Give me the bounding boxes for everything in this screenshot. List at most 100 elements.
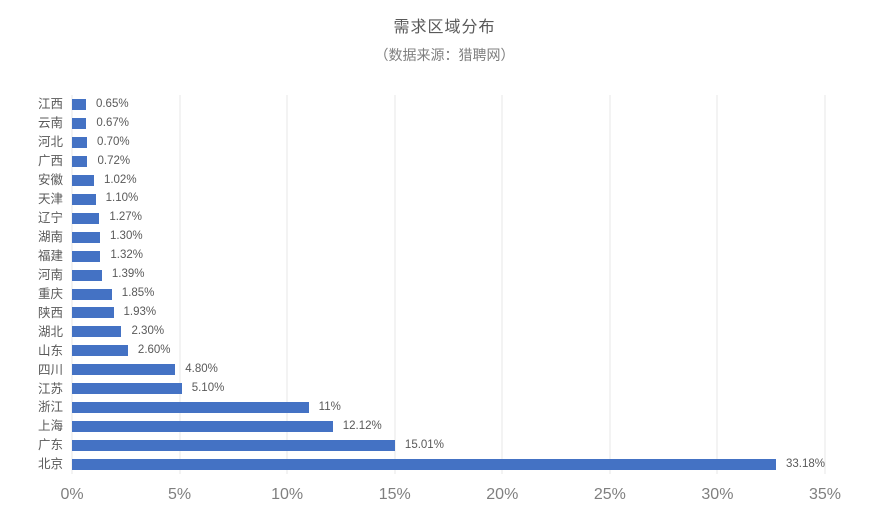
value-label: 0.72%	[97, 154, 131, 167]
category-label: 辽宁	[37, 210, 63, 225]
bar-row: 云南 0.67%	[38, 114, 825, 133]
value-label: 1.39%	[111, 268, 145, 281]
bar-row: 安徽 1.02%	[38, 171, 825, 190]
value-label: 11%	[318, 400, 341, 413]
category-label: 天津	[37, 191, 63, 206]
bar	[72, 326, 122, 338]
bar	[72, 364, 176, 376]
category-label: 广西	[37, 154, 63, 169]
category-label: 上海	[37, 419, 63, 434]
x-tick-label: 35%	[808, 486, 842, 503]
category-label: 四川	[37, 362, 63, 377]
x-tick-label: 10%	[271, 486, 304, 503]
gridline-20%	[501, 95, 503, 474]
value-label: 0.70%	[97, 135, 130, 148]
category-label: 陕西	[37, 305, 63, 320]
category-label: 湖北	[37, 324, 63, 339]
value-label: 0.65%	[95, 97, 129, 110]
value-label: 15.01%	[404, 438, 444, 451]
bar-row: 山东 2.60%	[38, 341, 825, 360]
category-label: 安徽	[37, 173, 63, 188]
category-label: 河北	[37, 135, 63, 150]
gridline-0%	[71, 95, 73, 474]
category-label: 浙江	[37, 400, 63, 415]
bar-row: 浙江 11%	[38, 398, 825, 417]
bar	[72, 231, 100, 243]
value-label: 2.60%	[137, 344, 171, 357]
bar	[72, 98, 86, 110]
category-label: 河南	[37, 267, 63, 282]
bar-row: 江西 0.65%	[38, 95, 825, 114]
bar-row: 北京 33.18%	[38, 455, 825, 474]
category-label: 北京	[37, 457, 63, 472]
bar-row: 上海 12.12%	[38, 417, 825, 436]
bar	[72, 269, 102, 281]
category-label: 云南	[37, 116, 63, 131]
chart-title: 需求区域分布	[393, 19, 496, 36]
value-label: 1.85%	[121, 287, 155, 300]
bar	[72, 307, 114, 319]
value-label: 12.12%	[342, 419, 382, 432]
value-label: 1.10%	[105, 192, 139, 205]
bar-row: 河南 1.39%	[38, 266, 825, 285]
bar-rows: 江西 0.65% 云南 0.67% 河北 0.70% 广西 0.72% 安徽 1.02% 天津 1.1…	[38, 95, 825, 474]
bar	[72, 440, 395, 452]
bar-row: 广西 0.72%	[38, 152, 825, 171]
gridline-10%	[286, 95, 288, 474]
bar-row: 辽宁 1.27%	[38, 209, 825, 228]
x-tick-label: 30%	[701, 486, 734, 503]
x-tick-label: 5%	[168, 486, 192, 503]
bar-row: 重庆 1.85%	[38, 285, 825, 304]
value-label: 1.30%	[109, 230, 143, 243]
category-label: 广东	[37, 438, 63, 453]
x-tick-label: 25%	[593, 486, 626, 503]
bar-row: 河北 0.70%	[38, 133, 825, 152]
bar	[72, 345, 128, 357]
bar-row: 陕西 1.93%	[38, 303, 825, 322]
gridline-25%	[609, 95, 611, 474]
value-label: 1.02%	[103, 173, 137, 186]
bar	[72, 193, 96, 205]
bar-row: 四川 4.80%	[38, 360, 825, 379]
bar-row: 广东 15.01%	[38, 436, 825, 455]
category-label: 湖南	[37, 229, 63, 244]
bar	[72, 421, 333, 433]
category-label: 山东	[37, 343, 63, 358]
category-label: 重庆	[37, 286, 63, 301]
bar	[72, 155, 88, 167]
bar-row: 江苏 5.10%	[38, 379, 825, 398]
category-label: 江西	[37, 97, 63, 112]
plot-area: 江西 0.65% 云南 0.67% 河北 0.70% 广西 0.72% 安徽 1.02% 天津 1.1…	[38, 95, 826, 474]
bar	[72, 136, 88, 148]
bar-row: 福建 1.32%	[38, 247, 825, 266]
chart-subtitle: （数据来源：猎聘网）	[374, 47, 515, 63]
bar	[72, 174, 94, 186]
value-label: 1.27%	[109, 211, 142, 224]
gridline-30%	[716, 95, 718, 474]
bar-row: 湖北 2.30%	[38, 322, 825, 341]
bar	[72, 383, 182, 395]
gridline-35%	[824, 95, 826, 474]
gridline-5%	[179, 95, 181, 474]
bar	[72, 288, 112, 300]
bar	[72, 117, 87, 129]
value-label: 33.18%	[785, 457, 825, 470]
x-tick-label: 0%	[60, 486, 84, 503]
gridline-15%	[394, 95, 396, 474]
category-label: 福建	[37, 248, 63, 263]
x-tick-label: 15%	[378, 486, 411, 503]
x-tick-label: 20%	[486, 486, 519, 503]
bar-row: 天津 1.10%	[38, 190, 825, 209]
value-label: 4.80%	[185, 363, 218, 376]
value-label: 5.10%	[191, 382, 225, 395]
bar	[72, 212, 100, 224]
bar	[72, 402, 309, 414]
bar	[72, 459, 776, 471]
x-axis: 0% 5% 10% 15% 20% 25% 30% 35%	[60, 486, 841, 510]
category-label: 江苏	[37, 381, 63, 396]
value-label: 0.67%	[96, 116, 130, 129]
bar-row: 湖南 1.30%	[38, 228, 825, 247]
value-label: 1.93%	[123, 306, 157, 319]
value-label: 1.32%	[110, 249, 143, 262]
